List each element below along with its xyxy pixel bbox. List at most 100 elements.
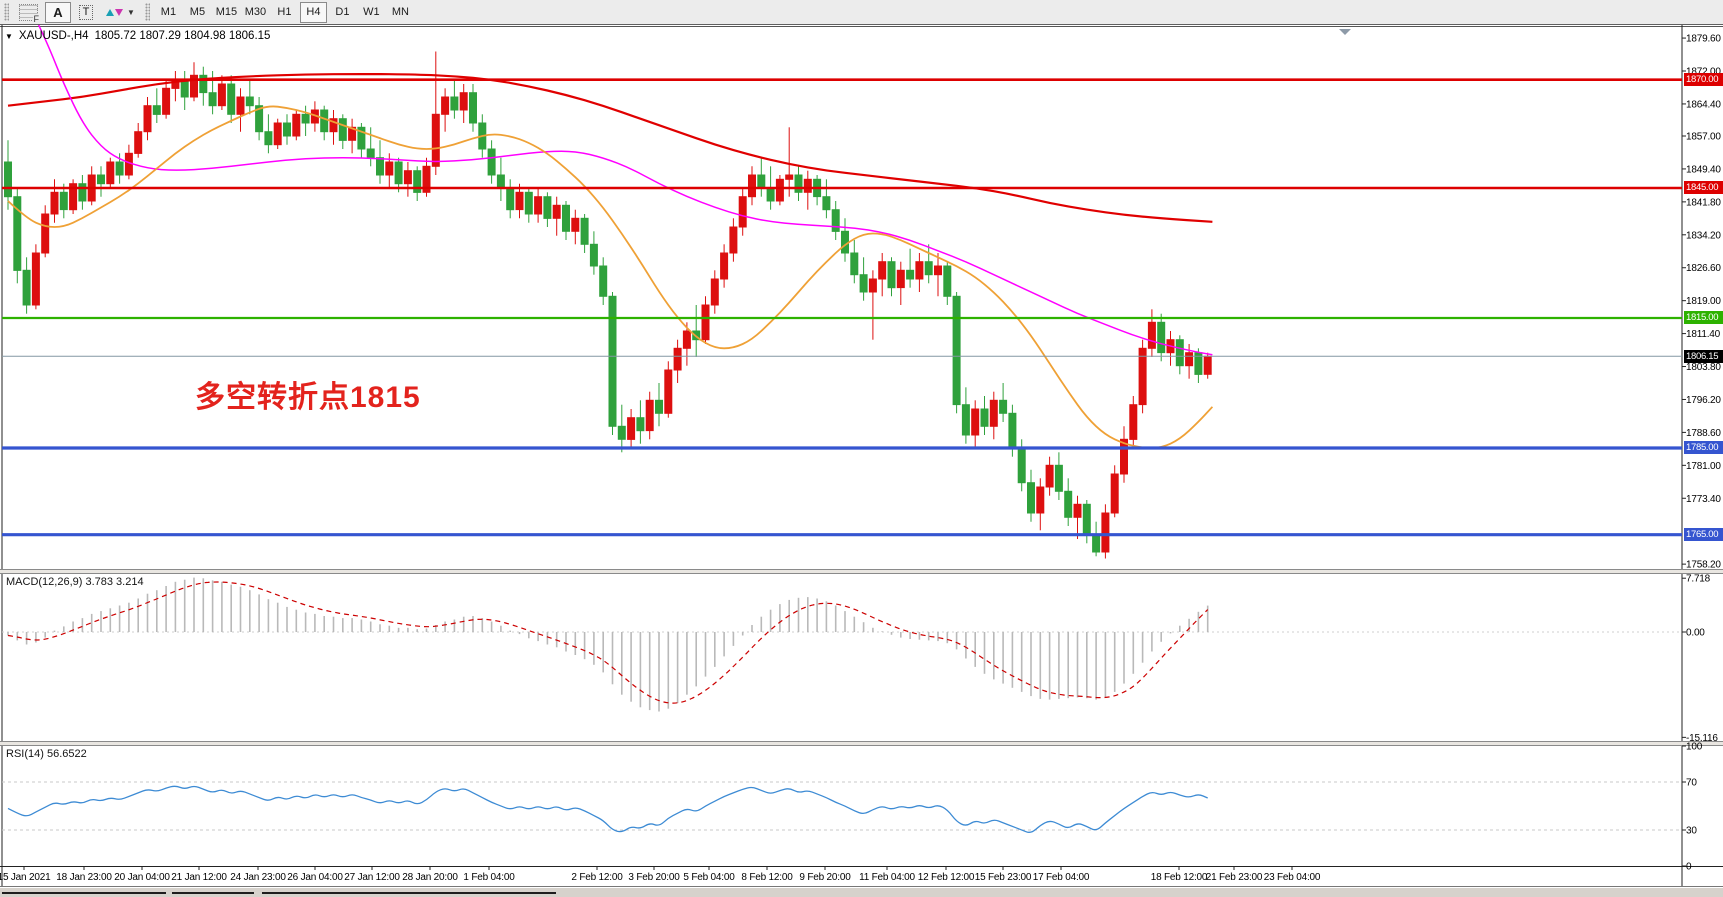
arrow-up-icon [106, 8, 114, 16]
macd-histogram-layer [2, 577, 1682, 712]
freehand-tool-button[interactable]: F [14, 2, 43, 24]
chart-ohlc-values: 1805.72 1807.29 1804.98 1806.15 [94, 30, 271, 42]
time-axis-label: 12 Feb 12:00 [918, 872, 975, 883]
grid-f-icon: F [19, 3, 39, 24]
support-resistance-lines [2, 78, 1682, 537]
chart-annotation-text: 多空转折点1815 [195, 381, 421, 414]
axis-tick-label: 1834.20 [1686, 230, 1721, 241]
time-axis-label: 27 Jan 12:00 [344, 872, 400, 883]
time-axis-label: 5 Feb 04:00 [683, 872, 735, 883]
current-price-badge: 1806.15 [1684, 350, 1723, 363]
price-level-badge-1765.00: 1765.00 [1684, 528, 1723, 541]
tab-edge-segment [2, 892, 166, 894]
chevron-down-icon: ▼ [127, 7, 135, 17]
time-axis-label: 18 Feb 12:00 [1151, 872, 1208, 883]
time-axis-label: 3 Feb 20:00 [628, 872, 680, 883]
ma-slow-red-line [7, 73, 1213, 223]
rsi-layer [2, 781, 1682, 833]
axis-tick-label: 1849.40 [1686, 164, 1721, 175]
axis-tick-label: 1864.40 [1686, 99, 1721, 110]
axis-tick-label: -15.116 [1686, 733, 1718, 744]
axis-tick-label: 1758.20 [1686, 560, 1721, 571]
time-axis-label: 18 Jan 23:00 [56, 872, 112, 883]
letter-a-icon: A [53, 4, 63, 20]
bottom-tabs-strip[interactable] [0, 888, 1723, 897]
toolbar: F A T ▼ M1 M5 M15 M30 H1 H4 D1 W1 MN [0, 0, 1723, 25]
time-axis-label: 1 Feb 04:00 [463, 872, 515, 883]
shift-marker-layer [1339, 29, 1351, 35]
axis-tick-label: 1826.60 [1686, 263, 1721, 274]
rsi-panel-label: RSI(14) 56.6522 [6, 748, 87, 760]
axis-tick-label: 30 [1686, 826, 1697, 837]
candles-layer [4, 51, 1212, 559]
tab-edge-segment [172, 892, 254, 894]
timeframe-button-m5[interactable]: M5 [189, 6, 206, 18]
time-axis-label: 21 Jan 12:00 [171, 872, 227, 883]
time-axis-label: 23 Feb 04:00 [1264, 872, 1321, 883]
arrow-down-icon [115, 8, 123, 16]
time-axis-label: 11 Feb 04:00 [859, 872, 915, 883]
macd-signal-layer [7, 581, 1209, 704]
axis-tick-label: 1796.20 [1686, 395, 1721, 406]
timeframe-button-w1[interactable]: W1 [363, 6, 380, 18]
rsi-line [7, 785, 1208, 833]
time-axis-label: 26 Jan 04:00 [287, 872, 343, 883]
timeframe-button-mn[interactable]: MN [391, 6, 409, 18]
ma-red-layer [7, 73, 1213, 223]
timeframe-button-m1[interactable]: M1 [160, 6, 177, 18]
time-axis-label: 21 Feb 23:00 [1206, 872, 1263, 883]
axis-tick-label: 0.00 [1686, 628, 1705, 639]
axis-tick-label: 1841.80 [1686, 197, 1721, 208]
axis-tick-label: 1857.00 [1686, 132, 1721, 143]
time-axis[interactable]: 15 Jan 2021 18 Jan 23:00 20 Jan 04:00 21 Ja… [0, 866, 1321, 883]
axis-tick-label: 100 [1686, 742, 1703, 753]
arrows-tool-button[interactable]: ▼ [101, 2, 140, 23]
ma-magenta-line [26, 0, 1213, 356]
time-axis-label: 20 Jan 04:00 [114, 872, 170, 883]
time-axis-label: 8 Feb 12:00 [741, 872, 793, 883]
chart-shift-marker-icon[interactable] [1339, 29, 1351, 35]
axis-tick-label: 1788.60 [1686, 428, 1721, 439]
axis-tick-label: 70 [1686, 778, 1697, 789]
axis-tick-label: 1819.00 [1686, 296, 1721, 307]
axis-tick-label: 1781.00 [1686, 461, 1721, 472]
axis-tick-label: 1773.40 [1686, 494, 1721, 505]
axis-tick-label: 1872.00 [1686, 67, 1721, 78]
time-axis-label: 24 Jan 23:00 [230, 872, 286, 883]
time-axis-label: 9 Feb 20:00 [799, 872, 851, 883]
chart-header: ▼ XAUUSD-,H4 1805.72 1807.29 1804.98 180… [5, 30, 270, 42]
price-level-badge-1870.00: 1870.00 [1684, 73, 1723, 86]
timeframe-button-h4[interactable]: H4 [299, 1, 327, 23]
time-axis-label: 15 Jan 2021 [0, 872, 51, 883]
toolbar-grip[interactable] [4, 3, 9, 21]
macd-panel-label: MACD(12,26,9) 3.783 3.214 [6, 576, 144, 588]
axis-tick-label: 1811.40 [1686, 329, 1721, 340]
timeframe-button-m15[interactable]: M15 [215, 6, 238, 18]
timeframe-button-d1[interactable]: D1 [335, 6, 350, 18]
chart-symbol-period: XAUUSD-,H4 [18, 30, 89, 42]
ma-orange-layer [7, 105, 1214, 449]
text-label-tool-button[interactable]: T [73, 2, 99, 23]
ma-orange-line [7, 105, 1214, 449]
macd-signal-line [7, 581, 1209, 704]
arrow-label-tool-button[interactable]: A [45, 1, 71, 23]
price-level-badge-1815.00: 1815.00 [1684, 311, 1723, 324]
price-axis[interactable]: 1879.60 1872.00 1864.40 1857.00 1849.40 1841.… [1682, 34, 1722, 873]
axis-tick-label: 7.718 [1686, 574, 1711, 585]
axis-tick-label: 0 [1686, 862, 1692, 873]
timeframe-group: M1 M5 M15 M30 H1 H4 D1 W1 MN [154, 1, 415, 23]
text-t-icon: T [78, 4, 94, 20]
price-level-badge-1845.00: 1845.00 [1684, 181, 1723, 194]
time-axis-label: 2 Feb 12:00 [571, 872, 623, 883]
toolbar-grip-2[interactable] [144, 3, 150, 21]
axis-tick-label: 1803.80 [1686, 362, 1721, 373]
timeframe-button-m30[interactable]: M30 [244, 6, 267, 18]
tab-edge-segment [262, 892, 556, 894]
axis-tick-label: 1879.60 [1686, 34, 1721, 45]
ma-magenta-layer [26, 0, 1213, 356]
time-axis-label: 28 Jan 20:00 [402, 872, 458, 883]
timeframe-button-h1[interactable]: H1 [277, 6, 292, 18]
collapse-chart-icon[interactable]: ▼ [5, 31, 13, 41]
time-axis-label: 17 Feb 04:00 [1033, 872, 1090, 883]
